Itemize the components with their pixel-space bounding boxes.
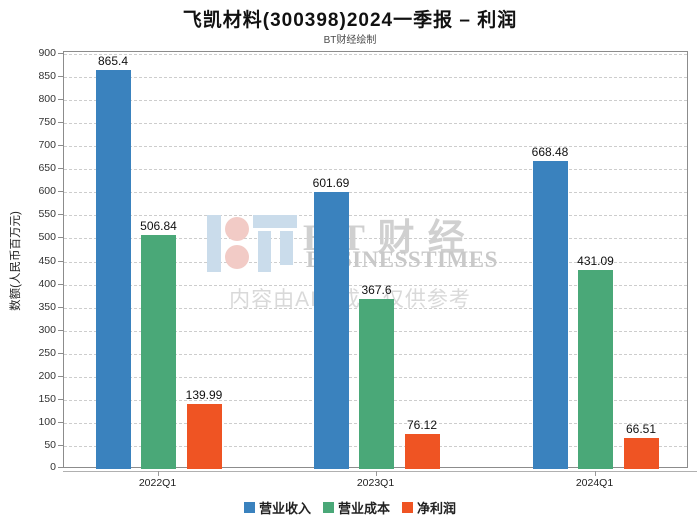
gridline	[64, 169, 687, 171]
legend-item-revenue: 营业收入	[243, 498, 311, 517]
y-tick-label: 800	[38, 93, 56, 106]
y-tick	[58, 168, 63, 170]
legend-swatch-revenue	[243, 502, 255, 513]
y-tick	[58, 122, 63, 124]
y-tick	[58, 329, 63, 331]
bar-value-label: 668.48	[531, 144, 569, 159]
x-tick-label-2022q1: 2022Q1	[138, 477, 177, 489]
bar-value-label: 506.84	[140, 219, 177, 234]
x-tick	[594, 471, 596, 476]
y-tick	[58, 398, 63, 400]
y-tick	[58, 145, 63, 147]
x-tick	[157, 471, 159, 476]
y-tick-label: 100	[38, 415, 56, 428]
bar-value-label: 367.6	[361, 283, 392, 298]
gridline	[64, 261, 687, 263]
gridline	[64, 123, 687, 125]
bar-cost-2023q1	[359, 299, 394, 469]
y-tick	[58, 214, 63, 216]
y-tick-label: 650	[38, 162, 56, 175]
bar-net-profit-2024q1	[623, 438, 659, 469]
bar-value-label: 865.4	[97, 53, 129, 68]
bar-cost-2022q1	[141, 235, 176, 469]
y-tick-label: 600	[38, 185, 56, 198]
y-tick	[58, 375, 63, 377]
x-tick-label-2024q1: 2024Q1	[575, 477, 614, 489]
bar-revenue-2024q1	[532, 160, 568, 469]
gridline	[64, 215, 687, 217]
plot-area: 865.4 601.69 668.48 506.84 367.6 431.09 139.99…	[63, 51, 688, 469]
y-tick	[58, 237, 63, 239]
y-tick-label: 850	[38, 70, 56, 83]
bar-net-profit-2023q1	[404, 433, 440, 469]
y-tick-label: 450	[38, 254, 56, 267]
bar-value-label: 66.51	[625, 422, 657, 437]
y-tick	[58, 306, 63, 308]
y-tick	[58, 352, 63, 354]
y-tick-label: 900	[38, 47, 56, 59]
y-tick-label: 50	[44, 438, 56, 451]
legend-swatch-net-profit	[402, 502, 413, 513]
bar-value-label: 601.69	[312, 175, 350, 190]
y-tick-label: 750	[38, 116, 56, 129]
y-tick-label: 300	[38, 323, 56, 336]
bar-revenue-2022q1	[95, 69, 131, 469]
y-tick-label: 700	[38, 139, 56, 152]
y-tick	[58, 260, 63, 262]
bar-value-label: 139.99	[185, 388, 223, 403]
gridline	[64, 100, 687, 102]
gridline	[64, 284, 687, 286]
legend-swatch-cost	[322, 502, 334, 513]
legend-label-net-profit: 净利润	[417, 501, 457, 516]
y-tick-label: 400	[38, 277, 56, 290]
y-tick	[58, 76, 63, 78]
y-tick	[58, 283, 63, 285]
y-tick	[58, 99, 63, 101]
gridline	[64, 146, 687, 148]
y-tick-label: 150	[38, 392, 56, 405]
gridline	[64, 192, 687, 194]
bar-value-label: 76.12	[406, 417, 438, 432]
bar-revenue-2023q1	[313, 191, 349, 469]
gridline	[64, 77, 687, 79]
legend-label-revenue: 营业收入	[258, 501, 311, 516]
y-tick-label: 500	[38, 231, 56, 244]
x-tick	[375, 471, 377, 476]
y-tick-label: 250	[38, 346, 56, 359]
y-tick-label: 350	[38, 300, 56, 313]
y-tick	[58, 421, 63, 423]
bar-cost-2024q1	[578, 270, 613, 469]
x-tick-label-2023q1: 2023Q1	[356, 477, 395, 489]
chart-title: 飞凯材料(300398)2024一季报 – 利润	[182, 10, 518, 31]
x-axis-line	[63, 471, 697, 472]
y-tick	[58, 191, 63, 193]
bar-net-profit-2022q1	[186, 404, 222, 469]
y-tick	[58, 444, 63, 446]
legend-item-cost: 营业成本	[322, 498, 390, 517]
bar-value-label: 431.09	[577, 254, 614, 269]
gridline	[64, 54, 687, 55]
y-tick-label: 550	[38, 208, 56, 221]
y-tick-label: 200	[38, 369, 56, 382]
y-tick-label: 0	[50, 461, 56, 473]
legend: 营业收入 营业成本 净利润	[0, 498, 700, 517]
y-tick	[58, 467, 63, 468]
gridline	[64, 238, 687, 240]
legend-item-net-profit: 净利润	[402, 498, 456, 517]
y-tick	[58, 53, 63, 54]
legend-label-cost: 营业成本	[337, 501, 390, 516]
chart-subtitle: BT财经绘制	[323, 35, 377, 46]
